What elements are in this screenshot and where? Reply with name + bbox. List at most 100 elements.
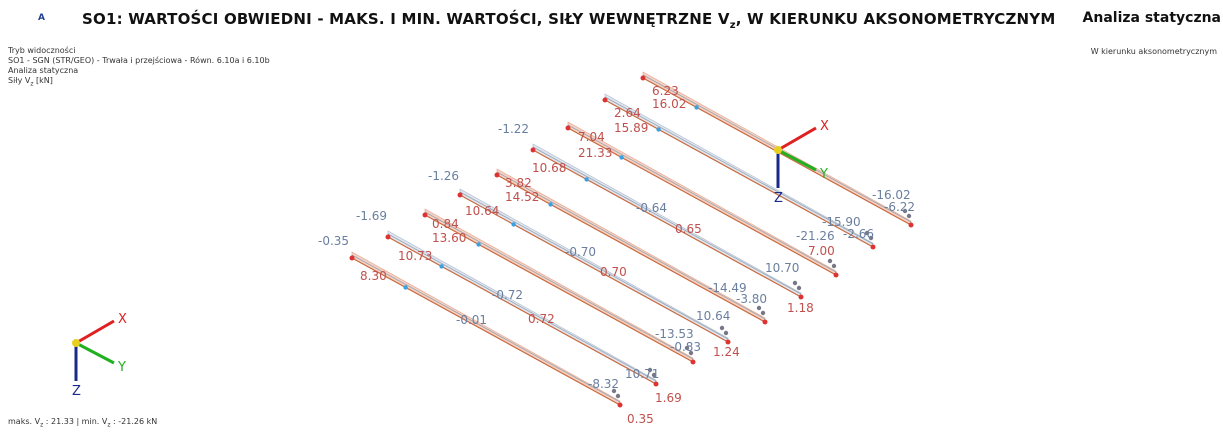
node bbox=[457, 192, 463, 198]
support bbox=[831, 263, 837, 269]
value-label: -0.70 bbox=[565, 245, 596, 259]
value-label: 10.64 bbox=[696, 309, 730, 323]
info-line: Siły Vz [kN] bbox=[8, 76, 270, 90]
beam-edge bbox=[496, 171, 766, 320]
axis-label: Z bbox=[774, 191, 783, 206]
value-label: 1.24 bbox=[713, 345, 740, 359]
support bbox=[827, 258, 833, 264]
node bbox=[725, 339, 731, 345]
value-label: 1.69 bbox=[655, 391, 682, 405]
beam bbox=[459, 194, 729, 343]
beam bbox=[496, 174, 766, 323]
node bbox=[565, 125, 571, 131]
axis-origin bbox=[72, 339, 80, 347]
info: Tryb widoczności SO1 - SGN (STR/GEO) - T… bbox=[8, 46, 270, 90]
beam-edge bbox=[459, 191, 729, 340]
title-text: SO1: WARTOŚCI OBWIEDNI - MAKS. I MIN. WA… bbox=[82, 10, 730, 28]
node bbox=[617, 402, 623, 408]
beam-edge bbox=[567, 124, 837, 273]
value-label: -14.49 bbox=[708, 281, 747, 295]
beam bbox=[567, 127, 837, 276]
value-label: -0.35 bbox=[318, 234, 349, 248]
title-text: , W KIERUNKU AKSONOMETRYCZNYM bbox=[735, 10, 1056, 28]
value-label: 7.04 bbox=[578, 130, 605, 144]
support bbox=[615, 393, 621, 399]
value-label: 3.82 bbox=[505, 176, 532, 190]
title-sub: z bbox=[729, 20, 736, 31]
header: A SO1: WARTOŚCI OBWIEDNI - MAKS. I MIN. … bbox=[0, 10, 1223, 32]
value-label: -3.80 bbox=[736, 292, 767, 306]
value-label: -0.64 bbox=[636, 201, 667, 215]
value-label: 0.65 bbox=[675, 222, 702, 236]
node bbox=[653, 381, 659, 387]
value-label: -0.72 bbox=[492, 288, 523, 302]
value-label: 2.64 bbox=[614, 106, 641, 120]
t: [kN] bbox=[33, 76, 53, 85]
value-label: -21.26 bbox=[796, 229, 835, 243]
t: : -21.26 kN bbox=[110, 417, 158, 426]
value-label: 6.23 bbox=[652, 84, 679, 98]
mid-node bbox=[403, 285, 408, 290]
footer: maks. Vz : 21.33 | min. Vz : -21.26 kN bbox=[8, 417, 157, 429]
beam-edge bbox=[351, 254, 621, 403]
axis-y bbox=[777, 148, 817, 172]
value-label: 13.60 bbox=[432, 231, 466, 245]
beam-edge bbox=[424, 211, 694, 360]
mid-node bbox=[439, 264, 444, 269]
value-label: 8.30 bbox=[360, 269, 387, 283]
support bbox=[760, 310, 766, 316]
axis-label: Z bbox=[72, 384, 81, 399]
node bbox=[690, 359, 696, 365]
mid-node bbox=[584, 177, 589, 182]
value-label: -13.53 bbox=[655, 327, 694, 341]
mid-node bbox=[511, 222, 516, 227]
axis-label: X bbox=[118, 312, 127, 327]
node bbox=[762, 319, 768, 325]
node bbox=[494, 172, 500, 178]
info-line: SO1 - SGN (STR/GEO) - Trwała i przejścio… bbox=[8, 56, 270, 65]
t: maks. V bbox=[8, 417, 41, 426]
t: z bbox=[107, 421, 111, 429]
support bbox=[723, 330, 729, 336]
badge: A bbox=[38, 13, 45, 23]
beam bbox=[532, 149, 802, 298]
support bbox=[651, 372, 657, 378]
node bbox=[385, 234, 391, 240]
support bbox=[906, 213, 912, 219]
support bbox=[611, 388, 617, 394]
support bbox=[796, 285, 802, 291]
mid-node bbox=[619, 155, 624, 160]
support bbox=[792, 280, 798, 286]
right-title: Analiza statyczna bbox=[1082, 10, 1221, 26]
value-label: -6.22 bbox=[884, 200, 915, 214]
node bbox=[870, 244, 876, 250]
axis-origin bbox=[774, 146, 782, 154]
value-label: 10.70 bbox=[765, 261, 799, 275]
value-label: 10.73 bbox=[398, 249, 432, 263]
value-label: 0.72 bbox=[528, 312, 555, 326]
value-label: 1.18 bbox=[787, 301, 814, 315]
value-label: 14.52 bbox=[505, 190, 539, 204]
value-label: 10.64 bbox=[465, 204, 499, 218]
support bbox=[719, 325, 725, 331]
support bbox=[684, 345, 690, 351]
value-label: -1.26 bbox=[428, 169, 459, 183]
support bbox=[902, 208, 908, 214]
axis-label: Y bbox=[117, 360, 126, 375]
support bbox=[647, 367, 653, 373]
node bbox=[530, 147, 536, 153]
value-label: 7.00 bbox=[808, 244, 835, 258]
support bbox=[688, 350, 694, 356]
t: z bbox=[40, 421, 44, 429]
value-label: 10.68 bbox=[532, 161, 566, 175]
beam bbox=[424, 214, 694, 363]
value-label: -0.01 bbox=[456, 313, 487, 327]
axis-label: X bbox=[820, 119, 829, 134]
t: z bbox=[30, 80, 34, 88]
title: SO1: WARTOŚCI OBWIEDNI - MAKS. I MIN. WA… bbox=[82, 10, 1056, 31]
support bbox=[868, 235, 874, 241]
support bbox=[864, 230, 870, 236]
beam bbox=[604, 99, 874, 248]
beam-edge bbox=[387, 233, 657, 382]
